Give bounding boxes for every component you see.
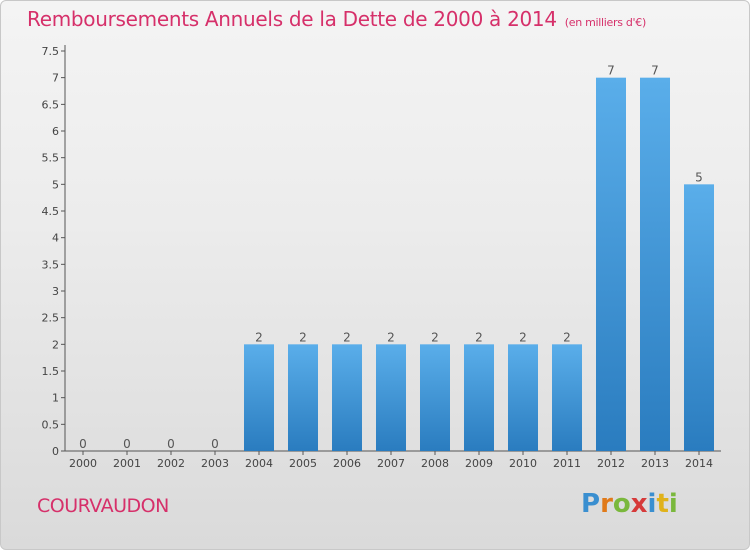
bar	[508, 344, 538, 451]
data-label: 2	[255, 330, 263, 344]
chart-subtitle: (en milliers d'€)	[564, 16, 646, 29]
bar	[596, 77, 626, 452]
y-tick-label: 6	[52, 125, 59, 138]
x-tick-label: 2002	[157, 457, 185, 470]
y-tick-label: 5	[52, 178, 59, 191]
x-tick-label: 2005	[289, 457, 317, 470]
bar	[640, 77, 670, 452]
y-tick-label: 1	[52, 392, 59, 405]
data-label: 0	[167, 437, 175, 451]
data-label: 2	[475, 330, 483, 344]
data-label: 2	[431, 330, 439, 344]
x-tick-label: 2006	[333, 457, 361, 470]
y-tick-label: 2.5	[42, 312, 60, 325]
bar	[464, 344, 494, 451]
data-label: 2	[343, 330, 351, 344]
x-tick-label: 2011	[553, 457, 581, 470]
data-label: 2	[519, 330, 527, 344]
y-tick-label: 4	[52, 232, 59, 245]
data-label: 0	[211, 437, 219, 451]
data-label: 0	[79, 437, 87, 451]
commune-name: COURVAUDON	[37, 495, 169, 517]
y-tick-label: 5.5	[42, 152, 60, 165]
bar	[420, 344, 450, 451]
x-tick-label: 2014	[685, 457, 713, 470]
axes: 0 0.5 1 1.5 2 2.5 3 3.5 4 4.5 5 5.5 6 6.5 7 7.5	[42, 45, 721, 458]
bars	[244, 77, 714, 452]
y-tick-label: 7	[52, 72, 59, 85]
y-tick-label: 7.5	[42, 45, 60, 58]
data-label: 2	[387, 330, 395, 344]
y-tick-label: 0	[52, 445, 59, 458]
x-tick-label: 2013	[641, 457, 669, 470]
x-tick-label: 2003	[201, 457, 229, 470]
x-tick-label: 2009	[465, 457, 493, 470]
y-tick-label: 6.5	[42, 98, 60, 111]
y-tick-label: 2	[52, 338, 59, 351]
x-tick-label: 2001	[113, 457, 141, 470]
x-tick-label: 2012	[597, 457, 625, 470]
bar	[332, 344, 362, 451]
bar	[288, 344, 318, 451]
x-tick-label: 2000	[69, 457, 97, 470]
data-label: 2	[299, 330, 307, 344]
x-tick-label: 2007	[377, 457, 405, 470]
y-tick-label: 4.5	[42, 205, 60, 218]
bar	[376, 344, 406, 451]
y-tick-label: 3.5	[42, 258, 60, 271]
data-label: 2	[563, 330, 571, 344]
x-tick-label: 2008	[421, 457, 449, 470]
y-tick-label: 1.5	[42, 365, 60, 378]
bar	[244, 344, 274, 451]
labels: 2000 0 2001 0 2002 0 2003 0 2004 2 2005 2 2006 2 2007 2…	[69, 64, 713, 470]
y-tick-label: 0.5	[42, 418, 60, 431]
x-tick-label: 2010	[509, 457, 537, 470]
bar	[552, 344, 582, 451]
bar	[684, 184, 714, 452]
data-label: 7	[607, 64, 615, 78]
proxiti-logo: Proxiti	[581, 489, 678, 519]
y-tick-label: 3	[52, 285, 59, 298]
data-label: 7	[651, 64, 659, 78]
chart-title: Remboursements Annuels de la Dette de 20…	[27, 7, 646, 31]
x-tick-label: 2004	[245, 457, 273, 470]
data-label: 0	[123, 437, 131, 451]
data-label: 5	[695, 170, 703, 184]
